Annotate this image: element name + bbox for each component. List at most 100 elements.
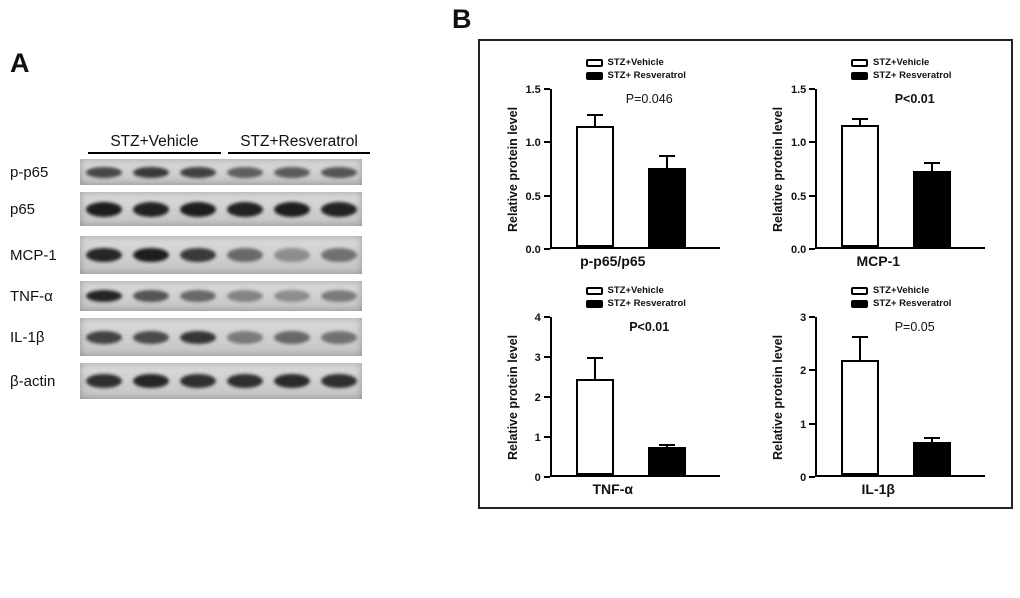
blot-row-label: TNF-α: [10, 287, 53, 305]
western-blot-table: STZ+Vehicle STZ+Resveratrol p-p65 p65 MCP-…: [10, 133, 370, 399]
blot-strip: [80, 159, 362, 185]
error-bar-cap: [852, 336, 869, 339]
legend-item: STZ+ Resveratrol: [585, 70, 686, 81]
bar-vehicle: [841, 360, 880, 475]
error-bar: [931, 161, 934, 172]
blot-band: [179, 201, 216, 217]
blot-row: p65: [10, 192, 370, 226]
y-tick-label: 0: [800, 472, 807, 484]
legend-item: STZ+Vehicle: [585, 57, 686, 68]
y-tick-mark: [543, 248, 550, 250]
y-tick-mark: [809, 316, 816, 318]
blot-row: TNF-α: [10, 281, 370, 311]
blot-band: [226, 290, 263, 302]
y-tick-label: 4: [534, 312, 541, 324]
blot-band: [273, 290, 310, 302]
bar-resveratrol: [913, 441, 952, 475]
error-bar-cap: [924, 436, 941, 439]
chart-body: Relative protein level 0 1 2 3 P=0.05: [771, 312, 986, 484]
blot-strip: [80, 192, 362, 226]
blot-band: [85, 374, 122, 388]
y-tick-label: 0.0: [790, 244, 807, 256]
blot-band: [85, 330, 122, 344]
blot-band: [179, 166, 216, 178]
legend-label: STZ+ Resveratrol: [873, 70, 952, 81]
p-value-label: P<0.01: [894, 92, 935, 106]
blot-band: [320, 201, 357, 217]
y-tick-mark: [543, 194, 550, 197]
y-tick-mark: [809, 369, 816, 372]
bar-chart: STZ+Vehicle STZ+ Resveratrol Relative prot…: [506, 285, 720, 497]
y-tick-mark: [809, 88, 816, 90]
blot-band: [320, 290, 357, 302]
error-bar-cap: [658, 443, 675, 446]
y-axis: 0 1 2 3: [785, 312, 816, 484]
bar-vehicle: [575, 379, 614, 475]
legend-item: STZ+Vehicle: [585, 285, 686, 296]
blot-row-label: p-p65: [10, 163, 49, 181]
legend-label: STZ+ Resveratrol: [607, 298, 686, 309]
legend-item: STZ+Vehicle: [851, 285, 951, 296]
y-tick-mark: [543, 476, 550, 478]
plot-area: P<0.01: [549, 317, 720, 477]
y-axis: 0 1 2 3 4: [520, 312, 550, 484]
blot-row-label: p65: [10, 200, 36, 218]
blot-band: [273, 201, 310, 217]
blot-strip: [80, 363, 362, 399]
chart-title: TNF-α: [592, 481, 633, 497]
bar-chart: STZ+Vehicle STZ+ Resveratrol Relative prot…: [771, 57, 986, 269]
error-bar: [859, 336, 862, 361]
blot-row-label: IL-1β: [10, 328, 45, 346]
error-bar-cap: [658, 155, 675, 158]
chart-legend: STZ+Vehicle STZ+ Resveratrol: [851, 285, 951, 309]
y-axis: 0.0 0.5 1.0 1.5: [785, 84, 816, 256]
error-bar-cap: [924, 161, 941, 164]
blot-row: β-actin: [10, 363, 370, 399]
error-bar: [593, 113, 596, 127]
y-tick-mark: [809, 476, 816, 478]
bar-resveratrol: [647, 168, 686, 247]
blot-band: [226, 330, 263, 344]
y-tick-label: 0: [534, 472, 541, 484]
blot-strip: [80, 318, 362, 356]
bar-chart: STZ+Vehicle STZ+ Resveratrol Relative prot…: [506, 57, 720, 269]
blot-band: [85, 166, 122, 178]
blot-row-label: MCP-1: [10, 246, 57, 264]
y-tick-mark: [809, 141, 816, 144]
y-tick-label: 1.0: [525, 137, 541, 150]
blot-band: [226, 374, 263, 388]
legend-item: STZ+ Resveratrol: [851, 70, 951, 81]
legend-swatch-resveratrol: [585, 299, 603, 308]
y-axis-label: Relative protein level: [771, 106, 786, 232]
panel-b-label: B: [452, 4, 472, 34]
chart-legend: STZ+Vehicle STZ+ Resveratrol: [585, 57, 686, 81]
y-axis-label: Relative protein level: [505, 334, 520, 460]
error-bar: [593, 357, 596, 379]
legend-label: STZ+ Resveratrol: [607, 70, 686, 81]
y-tick-mark: [809, 248, 816, 250]
blot-band: [320, 248, 357, 262]
chart-title: p-p65/p65: [580, 253, 646, 269]
legend-item: STZ+ Resveratrol: [851, 298, 951, 309]
y-tick-mark: [809, 422, 816, 425]
y-tick-mark: [543, 88, 550, 90]
y-axis-label: Relative protein level: [505, 106, 520, 232]
y-axis-label: Relative protein level: [771, 334, 786, 460]
legend-swatch-vehicle: [585, 58, 603, 67]
bar-resveratrol: [647, 447, 686, 475]
blot-band: [132, 166, 169, 178]
y-tick-label: 0.5: [525, 190, 541, 203]
y-tick-label: 2: [534, 392, 541, 404]
legend-swatch-resveratrol: [851, 299, 869, 308]
legend-swatch-vehicle: [851, 286, 869, 295]
blot-band: [320, 330, 357, 344]
y-tick-label: 2: [800, 365, 807, 378]
p-value-label: P=0.046: [625, 92, 673, 106]
blot-row: IL-1β: [10, 318, 370, 356]
y-tick-label: 0.5: [790, 190, 807, 203]
blot-strip: [80, 236, 362, 274]
blot-row-label: β-actin: [10, 372, 56, 390]
blot-band: [179, 330, 216, 344]
chart-title: MCP-1: [856, 253, 901, 269]
